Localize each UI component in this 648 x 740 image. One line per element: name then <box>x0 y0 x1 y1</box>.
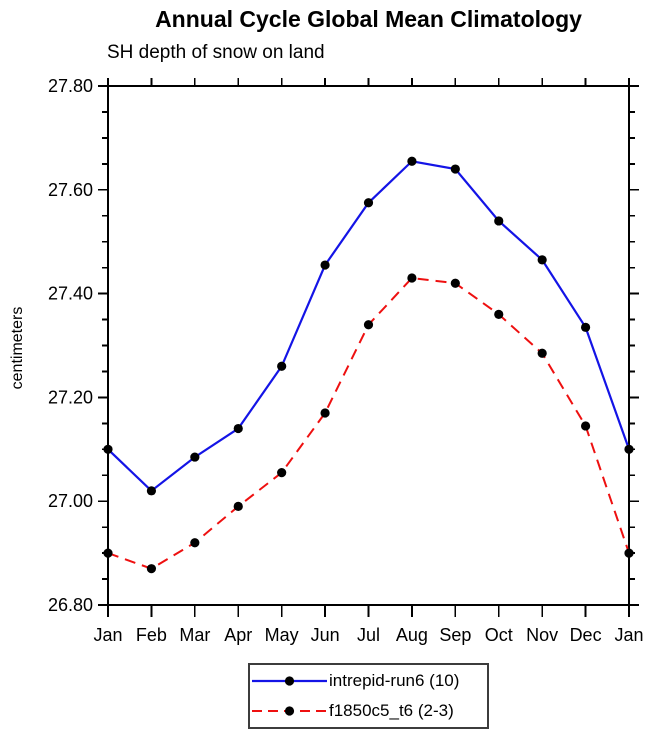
legend-marker-dot <box>284 706 295 716</box>
legend-box: intrepid-run6 (10) f1850c5_t6 (2-3) <box>248 663 489 729</box>
legend-label: f1850c5_t6 (2-3) <box>329 701 454 720</box>
x-tick-label: Jul <box>357 625 380 645</box>
legend-label: intrepid-run6 (10) <box>329 671 460 690</box>
x-tick-label: Jan <box>614 625 643 645</box>
chart-title: Annual Cycle Global Mean Climatology <box>155 6 582 32</box>
data-point-marker <box>450 164 460 174</box>
data-point-marker <box>190 538 200 548</box>
data-point-marker <box>363 320 374 330</box>
data-point-marker <box>450 278 460 288</box>
data-point-marker <box>233 423 243 434</box>
data-point-marker <box>407 273 417 283</box>
data-point-marker <box>190 452 200 462</box>
data-point-marker <box>580 421 591 431</box>
data-point-marker <box>320 260 330 270</box>
x-axis-labels: Jan Feb Mar Apr May Jun Jul Aug Sep Oct Nov Dec Jan <box>93 625 643 645</box>
series-markers <box>103 273 634 574</box>
y-tick-label: 27.00 <box>48 491 93 511</box>
data-point-marker <box>494 216 504 226</box>
y-axis-ticks <box>98 85 639 606</box>
x-tick-label: Mar <box>179 625 210 645</box>
y-tick-label: 26.80 <box>48 595 93 615</box>
data-point-marker <box>624 548 634 558</box>
x-tick-label: Oct <box>485 625 513 645</box>
plot-frame <box>107 85 630 606</box>
x-tick-label: Nov <box>526 625 558 645</box>
legend-marker-dot <box>284 676 295 686</box>
y-tick-label: 27.60 <box>48 180 93 200</box>
y-axis-title: centimeters <box>9 306 26 390</box>
data-point-marker <box>103 548 113 558</box>
legend-line-sample-dashed <box>252 706 327 716</box>
data-point-marker <box>146 486 157 496</box>
data-point-marker <box>537 348 547 358</box>
x-tick-label: Apr <box>224 625 252 645</box>
data-point-marker <box>277 468 287 478</box>
x-tick-label: Jan <box>93 625 122 645</box>
y-tick-label: 27.20 <box>48 387 93 407</box>
y-tick-label: 27.40 <box>48 284 93 304</box>
x-tick-label: Feb <box>136 625 167 645</box>
x-tick-label: May <box>265 625 299 645</box>
data-point-marker <box>146 564 157 574</box>
data-point-marker <box>320 408 330 418</box>
series-intrepid-run6-10 <box>103 156 634 496</box>
data-point-marker <box>624 444 634 454</box>
data-point-marker <box>363 198 374 208</box>
data-point-marker <box>233 501 243 511</box>
data-point-marker <box>580 322 591 332</box>
x-axis-ticks <box>107 78 630 617</box>
data-point-marker <box>537 255 547 265</box>
data-point-marker <box>494 309 504 319</box>
x-tick-label: Dec <box>570 625 602 645</box>
legend-item: f1850c5_t6 (2-3) <box>250 697 487 725</box>
data-point-marker <box>407 156 417 166</box>
y-tick-label: 27.80 <box>48 76 93 96</box>
x-tick-label: Jun <box>311 625 340 645</box>
chart-subtitle: SH depth of snow on land <box>107 42 325 63</box>
x-tick-label: Aug <box>396 625 428 645</box>
y-axis-labels: 26.80 27.00 27.20 27.40 27.60 27.80 <box>48 76 93 615</box>
data-point-marker <box>277 361 287 371</box>
series-markers <box>103 156 634 496</box>
series-f1850c5-t6-2-3 <box>103 273 634 574</box>
legend-item: intrepid-run6 (10) <box>250 667 487 695</box>
legend-line-sample-solid <box>252 676 327 686</box>
x-tick-label: Sep <box>439 625 471 645</box>
data-point-marker <box>103 444 113 454</box>
